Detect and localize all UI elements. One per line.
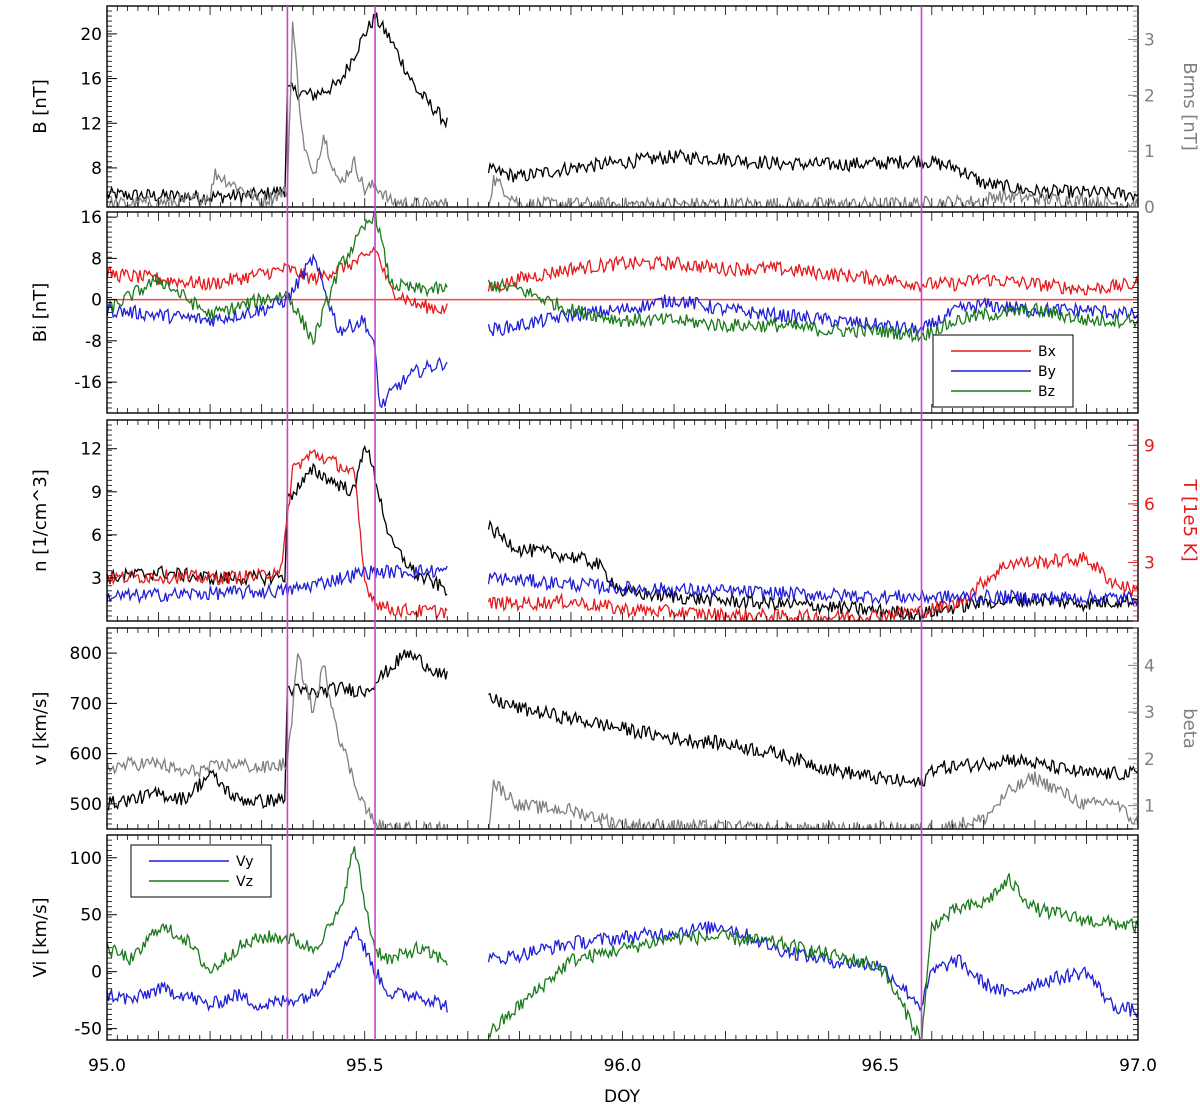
y-tick-label: 3 <box>91 569 102 589</box>
series-line-Vy-5 <box>107 921 1138 1019</box>
series-line-Bx-2 <box>107 246 1138 315</box>
panel-5: -50 0 50 100 Vi [km/s] Vy Vz <box>30 834 1139 1041</box>
y-tick-label: 16 <box>80 208 102 228</box>
y2-tick-label: 0 <box>1144 198 1155 218</box>
y2-tick-label: 1 <box>1144 142 1155 162</box>
legend: Bx By Bz <box>932 334 1074 408</box>
y-axis-label: B [nT] <box>30 79 51 134</box>
y-tick-label: 12 <box>80 440 102 460</box>
y2-axis-label: T [1e5 K] <box>1179 478 1200 561</box>
series-line-By-2 <box>107 252 1138 409</box>
y2-tick-label: 3 <box>1144 703 1155 723</box>
x-tick-label: 95.0 <box>88 1056 126 1076</box>
y-tick-label: 20 <box>80 25 102 45</box>
panel-4: 500 600 700 800 1 2 3 4 beta v [km/s] <box>30 627 1200 830</box>
y-tick-label: 600 <box>70 745 102 765</box>
y-axis-label: v [km/s] <box>30 692 51 766</box>
y2-axis-label: beta <box>1179 708 1200 749</box>
x-axis-label: DOY <box>604 1087 641 1107</box>
y-axis-label: Bi [nT] <box>30 283 51 343</box>
legend-label: By <box>1038 364 1056 380</box>
y-axis-label: n [1/cm^3] <box>30 469 51 572</box>
panel-2: -16 -8 0 8 16 Bi [nT] Bx By Bz <box>30 208 1139 414</box>
event-markers <box>286 6 923 1040</box>
series-line-gray-4 <box>107 653 1138 829</box>
series-line-black-1 <box>107 12 1138 207</box>
x-axis: 95.0 95.5 96.0 96.5 97.0 <box>88 1056 1157 1076</box>
y-tick-label: -8 <box>85 332 102 352</box>
y2-tick-label: 3 <box>1144 31 1155 51</box>
y2-tick-label: 1 <box>1144 797 1155 817</box>
y-tick-label: 700 <box>70 694 102 714</box>
legend: Vy Vz <box>130 844 272 898</box>
legend-label: Vy <box>236 854 254 870</box>
y-tick-label: 500 <box>70 795 102 815</box>
y2-axis-label: Brms [nT] <box>1179 62 1200 151</box>
y-tick-label: 12 <box>80 114 102 134</box>
y-tick-label: 0 <box>91 963 102 983</box>
x-tick-label: 97.0 <box>1119 1056 1157 1076</box>
y-tick-label: 800 <box>70 644 102 664</box>
y-axis-label: Vi [km/s] <box>30 897 51 977</box>
series-line-Bz-2 <box>107 212 1138 346</box>
y2-tick-label: 4 <box>1144 656 1155 676</box>
y2-tick-label: 9 <box>1144 436 1155 456</box>
y-tick-label: -50 <box>74 1020 102 1040</box>
y2-tick-label: 6 <box>1144 495 1155 515</box>
y-tick-label: 6 <box>91 526 102 546</box>
y-tick-label: 9 <box>91 483 102 503</box>
y-tick-label: 100 <box>70 849 102 869</box>
panel-3: 3 6 9 12 3 6 9 T [1e5 K] n [1/cm^3] <box>30 419 1200 622</box>
legend-box <box>130 844 272 898</box>
y2-tick-label: 3 <box>1144 553 1155 573</box>
y2-tick-label: 2 <box>1144 750 1155 770</box>
series-line-red-3 <box>107 448 1138 621</box>
y-tick-label: 0 <box>91 291 102 311</box>
series-line-Vz-5 <box>107 846 1138 1040</box>
y2-tick-label: 2 <box>1144 86 1155 106</box>
x-tick-label: 95.5 <box>346 1056 384 1076</box>
y-tick-label: 16 <box>80 70 102 90</box>
y-tick-label: 8 <box>91 249 102 269</box>
x-tick-label: 96.0 <box>604 1056 642 1076</box>
y-tick-label: -16 <box>74 373 102 393</box>
legend-label: Vz <box>236 874 253 890</box>
legend-label: Bz <box>1038 384 1055 400</box>
series-line-blue-3 <box>107 564 1138 607</box>
panel-frame <box>106 5 1139 208</box>
legend-label: Bx <box>1038 344 1056 360</box>
y-tick-label: 8 <box>91 159 102 179</box>
y-tick-label: 50 <box>80 906 102 926</box>
series-line-black-4 <box>107 649 1138 811</box>
x-tick-label: 96.5 <box>861 1056 899 1076</box>
series-line-gray-1 <box>107 21 1138 207</box>
